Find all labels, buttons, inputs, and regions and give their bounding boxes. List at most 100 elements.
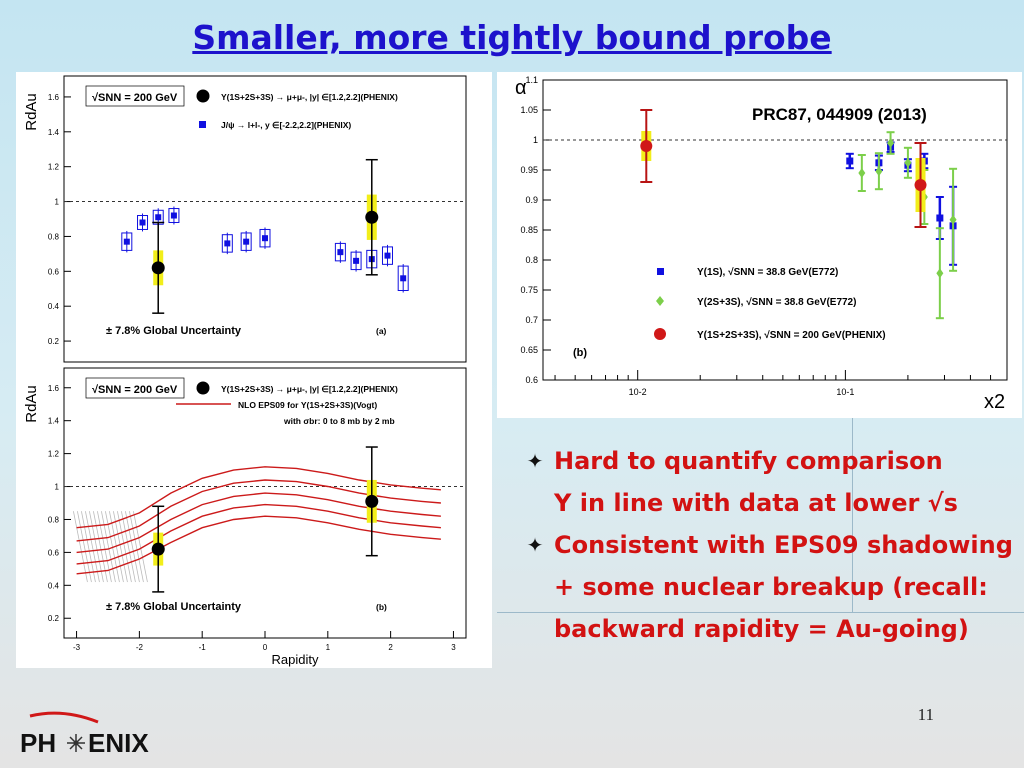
y-tick-label: 1.2 <box>48 450 60 459</box>
eps09-curve <box>76 503 441 565</box>
plot-frame <box>63 75 467 363</box>
jpsi-point <box>400 275 407 282</box>
page-number: 11 <box>917 705 934 724</box>
star-bullet-icon: ✦ <box>526 533 544 557</box>
y-tick-label: 0.4 <box>48 302 60 311</box>
y-tick-label: 1 <box>533 135 538 145</box>
x-tick-label: 10-1 <box>836 387 854 397</box>
legend-marker-upsilon <box>196 89 210 103</box>
x-tick-label: 10-2 <box>629 387 647 397</box>
e772-2s3s-point <box>887 138 895 148</box>
logo-swoosh <box>29 711 99 724</box>
eps09-curve <box>76 515 441 575</box>
x-tick-label: 2 <box>388 643 393 652</box>
y-tick-label: 0.4 <box>48 581 60 590</box>
y-tick-label: 0.85 <box>520 225 538 235</box>
logo-star-icon <box>67 734 85 752</box>
energy-label: √SNN = 200 GeV <box>92 92 178 104</box>
x-axis-label: Rapidity <box>272 652 319 667</box>
e772-2s3s-point <box>858 168 866 178</box>
y-tick-label: 1.1 <box>525 75 538 85</box>
y-tick-label: 0.2 <box>48 337 60 346</box>
bullet-item: ✦ Consistent with EPS09 shadowing + some… <box>516 524 1016 650</box>
rdau-rapidity-panel: 0.2 0.4 0.6 0.8 1 1.2 1.4 1.6 RdAu √SNN = 200 GeV… <box>16 72 492 668</box>
y-tick-label: 0.95 <box>520 165 538 175</box>
y-tick-label: 1 <box>55 483 60 492</box>
global-uncertainty-label: ± 7.8% Global Uncertainty <box>106 601 242 613</box>
legend-marker-1s <box>657 268 664 275</box>
bullet-item: Υ in line with data at lower √s <box>516 482 1016 524</box>
jpsi-point <box>353 257 360 264</box>
energy-label: √SNN = 200 GeV <box>92 384 178 396</box>
bullet-text: Υ in line with data at lower √s <box>554 489 958 517</box>
x-tick-label: -2 <box>136 643 144 652</box>
legend-entry: Υ(1S+2S+3S) → μ+μ-, |y| ∈[1.2,2.2](PHENI… <box>221 384 398 394</box>
e772-2s3s-point <box>875 166 883 177</box>
e772-1s-point <box>846 157 854 165</box>
y-tick-label: 1.2 <box>48 163 60 172</box>
eps09-curve <box>76 466 441 529</box>
hatch-line <box>125 511 140 583</box>
bullet-text: Consistent with EPS09 shadowing + some n… <box>554 531 1013 643</box>
alpha-x2-panel: 0.6 0.65 0.7 0.75 0.8 0.85 0.9 0.95 1 1.05 1.1 10-2… <box>497 72 1022 418</box>
y-tick-label: 1.4 <box>48 128 60 137</box>
legend-entry: Υ(2S+3S), √SNN = 38.8 GeV(E772) <box>697 297 856 308</box>
legend-marker-2s3s <box>656 296 664 306</box>
y-axis-label: RdAu <box>23 93 40 131</box>
logo-text-right: ENIX <box>88 728 149 758</box>
jpsi-point <box>243 238 250 245</box>
upsilon-point <box>365 210 379 224</box>
phenix-point <box>640 140 653 152</box>
jpsi-point <box>262 235 268 242</box>
bullet-text: Hard to quantify comparison <box>554 447 943 475</box>
hatch-line <box>117 511 132 583</box>
y-tick-label: 0.8 <box>48 232 60 241</box>
legend-entry: Υ(1S+2S+3S), √SNN = 200 GeV(PHENIX) <box>697 330 886 341</box>
y-tick-label: 0.2 <box>48 614 60 623</box>
legend-marker-upsilon <box>196 381 210 395</box>
panel-tag: (b) <box>376 602 387 612</box>
y-tick-label: 0.8 <box>525 255 538 265</box>
hatch-line <box>105 511 120 583</box>
jpsi-point <box>224 240 231 247</box>
shadow-hatch-region <box>73 511 148 583</box>
upsilon-point <box>365 494 379 508</box>
panel-tag: (a) <box>376 326 387 336</box>
star-bullet-icon: ✦ <box>526 449 544 473</box>
panel-tag: (b) <box>573 347 587 359</box>
x-tick-label: 1 <box>326 643 331 652</box>
jpsi-point <box>337 249 344 256</box>
jpsi-point <box>139 219 146 226</box>
hatch-line <box>129 511 144 583</box>
jpsi-point <box>155 214 162 221</box>
global-uncertainty-label: ± 7.8% Global Uncertainty <box>106 325 242 337</box>
upsilon-point <box>151 261 165 275</box>
jpsi-point <box>170 212 177 219</box>
x-tick-label: 3 <box>451 643 456 652</box>
y-tick-label: 0.7 <box>525 315 538 325</box>
eps09-curve <box>76 492 441 554</box>
y-axis-label: α <box>515 77 527 99</box>
y-tick-label: 0.6 <box>48 267 60 276</box>
y-tick-label: 0.75 <box>520 285 538 295</box>
y-tick-label: 0.6 <box>48 548 60 557</box>
y-tick-label: 0.6 <box>525 375 538 385</box>
x-tick-label: -1 <box>199 643 207 652</box>
divider-line-horizontal <box>497 612 1024 613</box>
y-tick-label: 0.8 <box>48 515 60 524</box>
hatch-line <box>77 511 92 583</box>
legend-entry: Υ(1S), √SNN = 38.8 GeV(E772) <box>697 267 838 278</box>
y-tick-label: 1.4 <box>48 417 60 426</box>
phenix-logo: PH ENIX <box>18 708 178 758</box>
legend-entry: J/ψ → l+l-, y ∈[-2.2,2.2](PHENIX) <box>221 120 351 130</box>
hatch-line <box>121 511 136 583</box>
legend-marker-phenix <box>654 328 666 340</box>
e772-2s3s-point <box>949 214 957 225</box>
energy-box <box>85 85 185 107</box>
alpha-chart: 0.6 0.65 0.7 0.75 0.8 0.85 0.9 0.95 1 1.05 1.1 10-2… <box>515 75 1008 413</box>
legend-marker-jpsi <box>199 121 206 128</box>
upsilon-point <box>151 542 165 556</box>
hatch-line <box>101 511 116 583</box>
legend-note: with σbr: 0 to 8 mb by 2 mb <box>283 416 395 426</box>
bullet-spacer <box>516 482 554 524</box>
